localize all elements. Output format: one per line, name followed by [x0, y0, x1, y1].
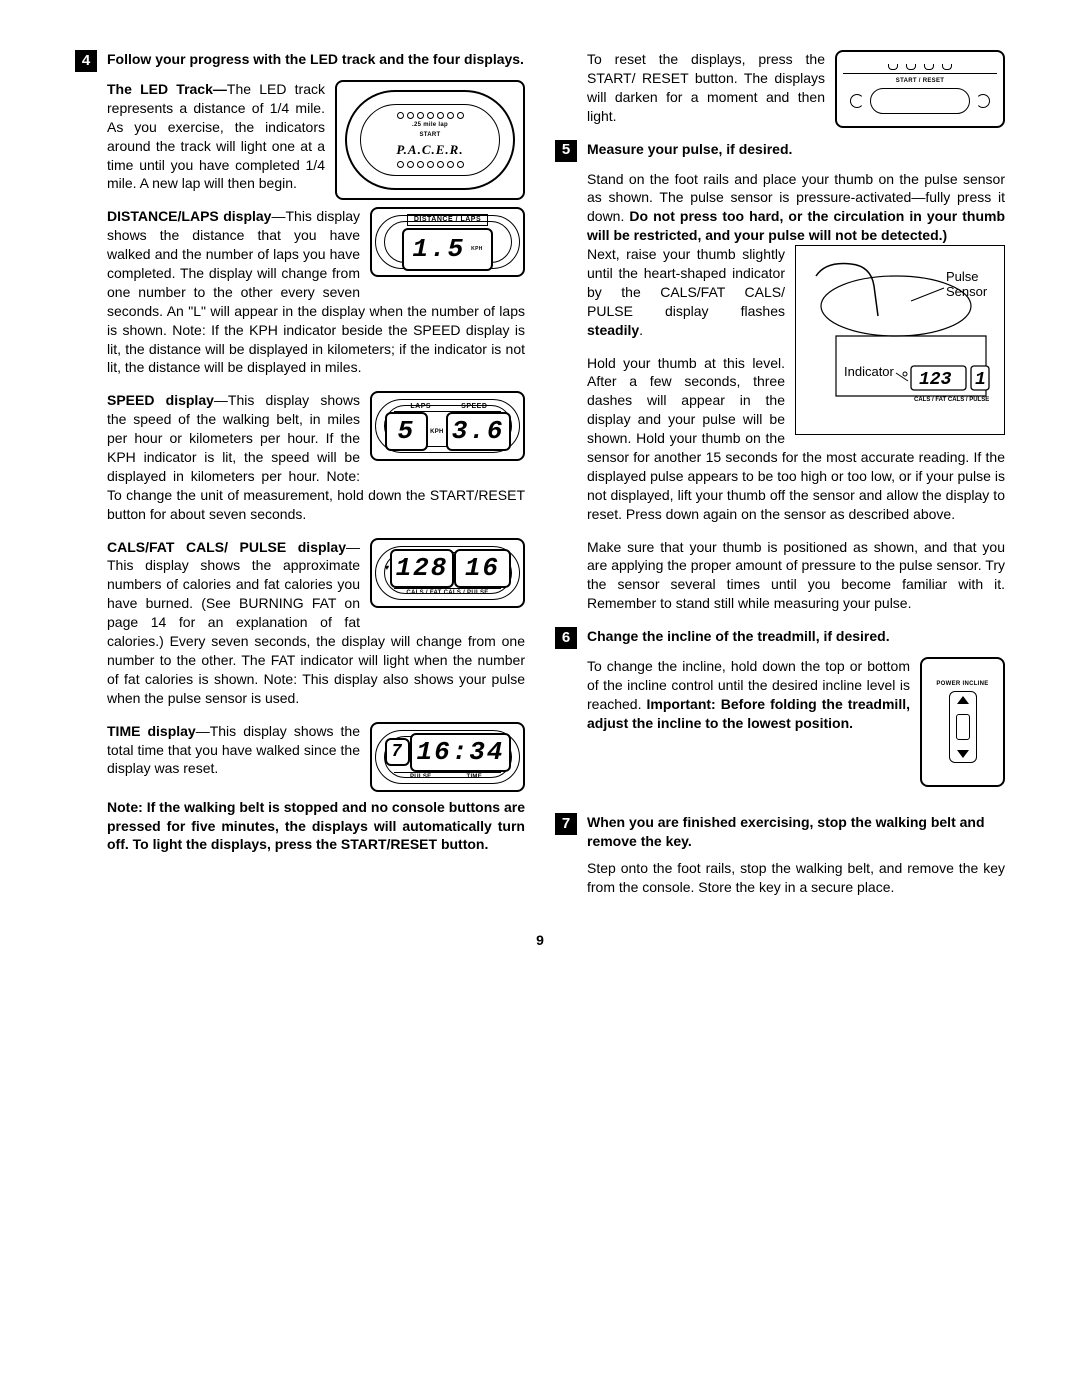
distance-fig-value: 1.5 [412, 232, 465, 267]
cals-fig-label: CALS / FAT CALS / PULSE [394, 588, 501, 597]
step-4-header: 4 Follow your progress with the LED trac… [75, 50, 525, 72]
pacer-label: P.A.C.E.R. [396, 141, 463, 159]
distance-fig-label: DISTANCE / LAPS [407, 214, 488, 225]
svg-text:Indicator: Indicator [844, 364, 895, 379]
step-5-p3: Make sure that your thumb is positioned … [587, 538, 1005, 614]
led-track-block: .25 mile lap START P.A.C.E.R. The LED Tr… [107, 80, 525, 207]
time-figure: 7 16:34 PULSETIME [370, 722, 525, 792]
step-6-badge: 6 [555, 627, 577, 649]
page-number: 9 [75, 931, 1005, 950]
step-5-title: Measure your pulse, if desired. [587, 140, 792, 159]
distance-fig-unit: KPH [471, 246, 482, 253]
step-4-badge: 4 [75, 50, 97, 72]
cals-val-r: 16 [454, 549, 510, 588]
step-6-title: Change the incline of the treadmill, if … [587, 627, 890, 646]
time-block: 7 16:34 PULSETIME TIME display—This disp… [107, 722, 525, 798]
right-column: START / RESET To reset the displays, pre… [555, 50, 1005, 911]
pulse-figure: Pulse Sensor Indicator 123 1 CALS / FAT … [795, 245, 1005, 435]
svg-text:CALS / FAT CALS / PULSE: CALS / FAT CALS / PULSE [914, 397, 989, 403]
incline-label: POWER INCLINE [936, 681, 988, 687]
step-7-text: Step onto the foot rails, stop the walki… [587, 859, 1005, 897]
time-val-l: 7 [385, 738, 411, 766]
led-track-figure: .25 mile lap START P.A.C.E.R. [335, 80, 525, 200]
track-start-label: START [419, 131, 440, 139]
step-7-title: When you are finished exercising, stop t… [587, 813, 1005, 851]
svg-text:Pulse: Pulse [946, 269, 979, 284]
distance-block: DISTANCE / LAPS 1.5 KPH DISTANCE/LAPS di… [107, 207, 525, 391]
reset-label: START / RESET [896, 77, 944, 85]
cals-block: ♥ 128 16 CALS / FAT CALS / PULSE CALS/FA… [107, 538, 525, 722]
time-label-time: TIME [448, 773, 502, 781]
time-val-r: 16:34 [410, 733, 510, 772]
time-label-pulse: PULSE [394, 773, 448, 781]
track-mile-label: .25 mile lap [412, 121, 448, 129]
speed-label-laps: LAPS [394, 402, 448, 411]
step-5-body: Stand on the foot rails and place your t… [587, 170, 1005, 628]
step-6-header: 6 Change the incline of the treadmill, i… [555, 627, 1005, 649]
heart-icon: ♥ [385, 563, 390, 574]
step-6-body: POWER INCLINE To change the incline, hol… [587, 657, 1005, 793]
incline-figure: POWER INCLINE [920, 657, 1005, 787]
reset-figure: START / RESET [835, 50, 1005, 128]
speed-val-r: 3.6 [446, 412, 511, 451]
step-7-header: 7 When you are finished exercising, stop… [555, 813, 1005, 851]
step-7-badge: 7 [555, 813, 577, 835]
auto-off-note: Note: If the walking belt is stopped and… [107, 798, 525, 855]
step-4-title: Follow your progress with the LED track … [107, 50, 524, 69]
svg-text:123: 123 [919, 370, 952, 390]
cals-val-l: 128 [390, 549, 455, 588]
step-5-header: 5 Measure your pulse, if desired. [555, 140, 1005, 162]
svg-text:Sensor: Sensor [946, 284, 988, 299]
step-5-p1a: Stand on the foot rails and place your t… [587, 170, 1005, 246]
speed-kph: KPH [430, 428, 444, 436]
svg-text:1: 1 [975, 370, 986, 390]
page-columns: 4 Follow your progress with the LED trac… [75, 50, 1005, 911]
reset-block: START / RESET To reset the displays, pre… [555, 50, 1005, 140]
left-column: 4 Follow your progress with the LED trac… [75, 50, 525, 911]
distance-figure: DISTANCE / LAPS 1.5 KPH [370, 207, 525, 277]
speed-figure: LAPSSPEED 5 KPH 3.6 [370, 391, 525, 461]
cals-figure: ♥ 128 16 CALS / FAT CALS / PULSE [370, 538, 525, 608]
speed-val-l: 5 [385, 412, 429, 451]
step-5-badge: 5 [555, 140, 577, 162]
speed-block: LAPSSPEED 5 KPH 3.6 SPEED display—This d… [107, 391, 525, 537]
speed-label-speed: SPEED [448, 402, 502, 411]
